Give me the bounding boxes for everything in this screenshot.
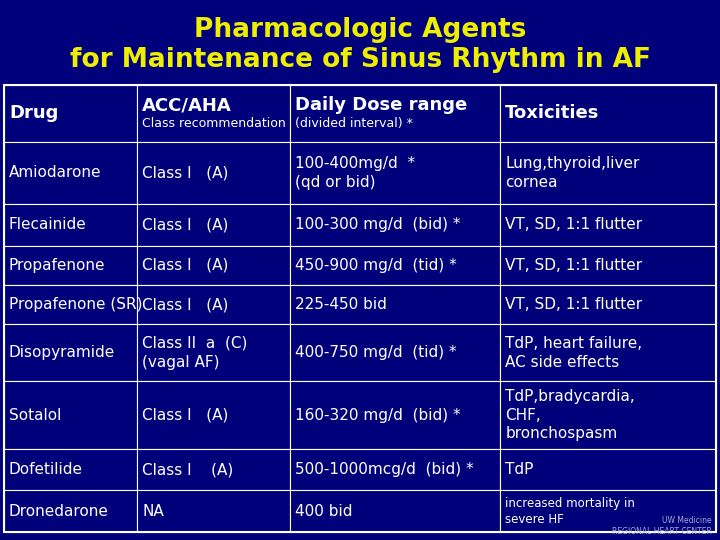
Bar [290,285,500,325]
Text: Disopyramide: Disopyramide [9,345,115,360]
Text: 100-400mg/d  *
(qd or bid): 100-400mg/d * (qd or bid) [295,156,415,190]
Bar [4,204,137,246]
Text: 400 bid: 400 bid [295,504,353,519]
Text: 100-300 mg/d  (bid) *: 100-300 mg/d (bid) * [295,218,461,232]
Bar [4,142,137,204]
Text: TdP: TdP [505,462,534,477]
Bar [290,449,500,490]
Text: Propafenone (SR): Propafenone (SR) [9,297,143,312]
Bar [290,246,500,285]
Text: (divided interval) *: (divided interval) * [295,117,413,130]
Bar [500,285,716,325]
Text: Class I   (A): Class I (A) [142,165,228,180]
Text: Class recommendation: Class recommendation [142,117,286,130]
Bar [500,204,716,246]
Text: Dofetilide: Dofetilide [9,462,83,477]
Text: Daily Dose range: Daily Dose range [295,97,467,114]
Text: 450-900 mg/d  (tid) *: 450-900 mg/d (tid) * [295,258,457,273]
Bar [137,381,290,449]
Text: 500-1000mcg/d  (bid) *: 500-1000mcg/d (bid) * [295,462,474,477]
Bar [4,325,137,381]
Text: Propafenone: Propafenone [9,258,106,273]
Text: for Maintenance of Sinus Rhythm in AF: for Maintenance of Sinus Rhythm in AF [70,47,650,73]
Text: VT, SD, 1:1 flutter: VT, SD, 1:1 flutter [505,218,642,232]
Bar [137,325,290,381]
Bar [500,325,716,381]
Text: Class I    (A): Class I (A) [142,462,233,477]
Text: Class I   (A): Class I (A) [142,297,228,312]
Text: Lung,thyroid,liver
cornea: Lung,thyroid,liver cornea [505,156,639,190]
Text: Class II  a  (C)
(vagal AF): Class II a (C) (vagal AF) [142,336,248,369]
Bar [4,449,137,490]
Text: Dronedarone: Dronedarone [9,504,109,519]
Bar [137,204,290,246]
Text: Drug: Drug [9,104,58,123]
Text: increased mortality in
severe HF: increased mortality in severe HF [505,497,635,526]
Bar [500,85,716,142]
Bar [500,142,716,204]
Text: VT, SD, 1:1 flutter: VT, SD, 1:1 flutter [505,297,642,312]
Text: Class I   (A): Class I (A) [142,218,228,232]
Text: Class I   (A): Class I (A) [142,408,228,423]
Text: Flecainide: Flecainide [9,218,86,232]
Text: Class I   (A): Class I (A) [142,258,228,273]
Text: Sotalol: Sotalol [9,408,61,423]
Bar [500,381,716,449]
Bar [4,381,137,449]
Text: TdP,bradycardia,
CHF,
bronchospasm: TdP,bradycardia, CHF, bronchospasm [505,389,635,441]
Text: VT, SD, 1:1 flutter: VT, SD, 1:1 flutter [505,258,642,273]
Text: Pharmacologic Agents: Pharmacologic Agents [194,17,526,43]
Text: 225-450 bid: 225-450 bid [295,297,387,312]
Text: NA: NA [142,504,164,519]
Bar [290,490,500,532]
Bar [137,490,290,532]
Bar [500,246,716,285]
Bar [137,142,290,204]
Bar [500,490,716,532]
Bar [500,449,716,490]
Bar [290,325,500,381]
Bar [4,246,137,285]
Bar [137,246,290,285]
Bar [290,204,500,246]
Bar [4,85,137,142]
Text: TdP, heart failure,
AC side effects: TdP, heart failure, AC side effects [505,336,642,369]
Text: 400-750 mg/d  (tid) *: 400-750 mg/d (tid) * [295,345,457,360]
Text: UW Medicine
REGIONAL HEART CENTER: UW Medicine REGIONAL HEART CENTER [612,516,712,536]
Text: Amiodarone: Amiodarone [9,165,102,180]
Text: Toxicities: Toxicities [505,104,600,123]
Bar [4,85,716,532]
Bar [290,85,500,142]
Bar [290,381,500,449]
Bar [290,142,500,204]
Text: 160-320 mg/d  (bid) *: 160-320 mg/d (bid) * [295,408,461,423]
Bar [4,285,137,325]
Bar [4,490,137,532]
Bar [137,85,290,142]
Text: ACC/AHA: ACC/AHA [142,97,232,114]
Bar [137,285,290,325]
Bar [137,449,290,490]
